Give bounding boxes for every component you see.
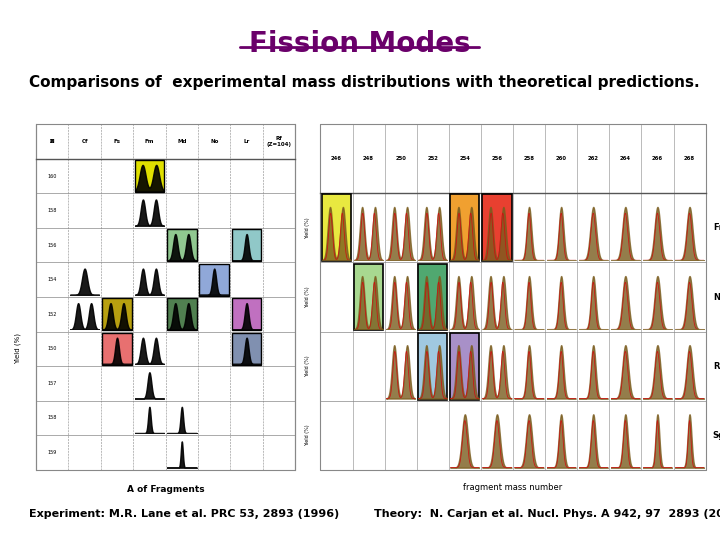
Text: 152: 152 [48,312,57,317]
Bar [322,194,351,261]
Text: 158: 158 [48,208,57,213]
Bar [232,229,261,261]
Text: 248: 248 [363,156,374,161]
Text: Rf
(Z=104): Rf (Z=104) [266,136,292,147]
Bar [354,264,383,330]
Text: A of Fragments: A of Fragments [127,485,204,494]
Bar [135,160,164,192]
Text: 157: 157 [48,381,57,386]
Bar [418,333,447,400]
Bar [482,194,511,261]
Text: N: N [50,139,55,144]
Text: 258: 258 [523,156,534,161]
Bar [450,333,480,400]
Bar [199,264,229,296]
Text: Theory:  N. Carjan et al. Nucl. Phys. A 942, 97  2893 (2015): Theory: N. Carjan et al. Nucl. Phys. A 9… [374,509,720,519]
Text: 268: 268 [684,156,695,161]
Text: 256: 256 [492,156,503,161]
Text: Yield (%): Yield (%) [305,217,310,239]
Text: 252: 252 [427,156,438,161]
Bar [167,229,197,261]
Text: 150: 150 [48,346,57,352]
Text: Fm: Fm [145,139,154,144]
Text: 154: 154 [48,277,57,282]
Text: Sg: Sg [713,431,720,440]
Text: 262: 262 [588,156,599,161]
Bar [418,264,447,330]
Text: Z: Z [50,139,54,144]
Text: No: No [713,293,720,301]
Text: Md: Md [177,139,186,144]
Text: 250: 250 [395,156,406,161]
Text: Rf: Rf [713,362,720,370]
Text: 246: 246 [331,156,342,161]
Text: Fs: Fs [114,139,120,144]
Text: 254: 254 [459,156,470,161]
Bar [450,194,480,261]
Text: 156: 156 [48,242,57,248]
Text: Lr: Lr [243,139,250,144]
Bar [232,333,261,365]
Bar [320,124,706,470]
Text: Cf: Cf [81,139,88,144]
Bar [36,124,295,470]
Text: Yield (%): Yield (%) [305,355,310,377]
Text: 260: 260 [556,156,567,161]
Bar [102,333,132,365]
Text: No: No [210,139,218,144]
Text: Yield (%): Yield (%) [305,424,310,446]
Text: fragment mass number: fragment mass number [464,483,562,492]
Bar [102,298,132,330]
Bar [232,298,261,330]
Bar [167,298,197,330]
Text: 159: 159 [48,450,57,455]
Text: Yield (%): Yield (%) [14,333,22,365]
Text: Fm: Fm [713,224,720,232]
Text: 264: 264 [620,156,631,161]
Text: 266: 266 [652,156,663,161]
Text: Experiment: M.R. Lane et al. PRC 53, 2893 (1996): Experiment: M.R. Lane et al. PRC 53, 289… [29,509,339,519]
Text: Fission Modes: Fission Modes [249,30,471,58]
Text: Yield (%): Yield (%) [305,286,310,308]
Text: 158: 158 [48,415,57,421]
Text: 160: 160 [48,173,57,179]
Text: Comparisons of  experimental mass distributions with theoretical predictions.: Comparisons of experimental mass distrib… [29,75,699,90]
